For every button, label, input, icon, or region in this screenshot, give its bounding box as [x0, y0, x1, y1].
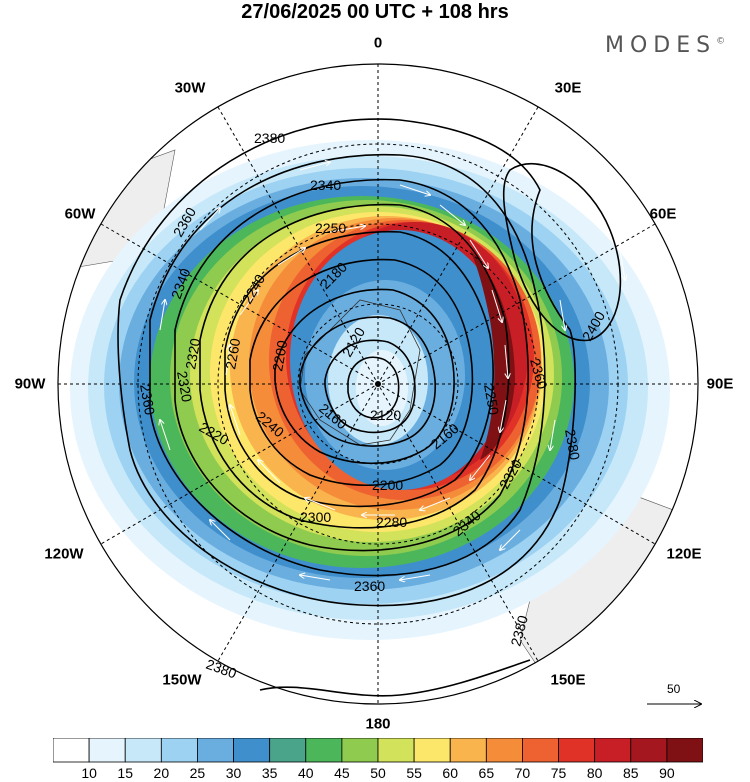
colorbar-swatch: [124, 738, 162, 763]
contour-label: 2200: [269, 339, 290, 373]
colorbar-label: 30: [225, 765, 242, 781]
colorbar-swatch: [53, 738, 90, 763]
colorbar-label: 25: [189, 765, 206, 781]
colorbar-swatch: [485, 738, 523, 763]
colorbar: [53, 738, 703, 763]
colorbar-swatch: [594, 738, 632, 763]
contour-label: 2250: [315, 220, 346, 236]
colorbar-swatch: [522, 738, 559, 763]
colorbar-swatch: [233, 738, 271, 763]
colorbar-label: 70: [514, 765, 531, 781]
lon-label-0: 0: [373, 34, 383, 52]
contour-label: 2340: [310, 177, 341, 193]
brand-logo: MODES©: [605, 33, 725, 58]
contour-label: 2360: [137, 383, 158, 417]
colorbar-swatch: [413, 738, 451, 763]
lon-label-180: 180: [365, 715, 391, 733]
lon-label-90w: 90W: [14, 375, 46, 393]
contour-label: 2280: [376, 514, 407, 530]
contour-label: 2320: [182, 337, 203, 371]
lon-label-60e: 60E: [649, 205, 677, 223]
wind-scale-arrow: [647, 680, 705, 710]
contour-label: 2260: [222, 337, 243, 371]
contour-label: 2300: [300, 509, 331, 525]
contour-label: 2120: [370, 407, 401, 423]
colorbar-swatch: [160, 738, 198, 763]
polar-map: 2380 2340 2360 2250 2240 2180 2120 2340 …: [57, 63, 699, 705]
colorbar-label: 35: [261, 765, 278, 781]
colorbar-swatch: [341, 738, 379, 763]
lon-label-60w: 60W: [64, 205, 96, 223]
lon-label-150e: 150E: [550, 671, 586, 689]
colorbar-swatch: [449, 738, 487, 763]
lon-label-120e: 120E: [666, 545, 702, 563]
south-pole-marker: [375, 381, 381, 387]
contour-label: 2380: [507, 613, 531, 647]
contour-label: 2200: [372, 477, 403, 493]
lon-label-90e: 90E: [706, 375, 734, 393]
colorbar-swatch: [377, 738, 415, 763]
colorbar-swatch: [305, 738, 343, 763]
colorbar-swatch: [88, 738, 126, 763]
height-contours: [117, 118, 622, 697]
colorbar-label: 10: [81, 765, 97, 781]
colorbar-swatch: [666, 738, 703, 763]
colorbar-label: 75: [550, 765, 567, 781]
lon-label-150w: 150W: [162, 671, 202, 689]
colorbar-label: 80: [586, 765, 603, 781]
brand-name: MODES: [605, 33, 717, 58]
colorbar-label: 15: [117, 765, 134, 781]
map-boundary: [57, 63, 699, 705]
colorbar-label: 45: [334, 765, 350, 781]
contour-label: 2250: [481, 383, 502, 417]
colorbar-swatch: [197, 738, 234, 763]
contour-label: 2320: [174, 370, 195, 404]
colorbar-label: 60: [442, 765, 459, 781]
contour-label: 2360: [527, 357, 551, 391]
colorbar-label: 65: [478, 765, 495, 781]
colorbar-swatch: [558, 738, 596, 763]
colorbar-label: 55: [406, 765, 422, 781]
contour-label: 2380: [254, 130, 285, 146]
colorbar-label: 50: [370, 765, 386, 781]
jet-core: [470, 250, 515, 460]
wind-scale-label: 50: [667, 682, 681, 696]
contour-label: 2360: [354, 578, 385, 594]
contour-label: 2380: [562, 428, 583, 462]
brand-mark: ©: [716, 36, 726, 47]
page-title: 27/06/2025 00 UTC + 108 hrs: [241, 1, 509, 23]
antarctica-coast: [299, 299, 421, 446]
colorbar-swatch: [630, 738, 668, 763]
colorbar-label: 20: [153, 765, 170, 781]
lon-label-30w: 30W: [174, 79, 206, 97]
colorbar-label: 40: [297, 765, 314, 781]
colorbar-label: 85: [622, 765, 639, 781]
wind-vectors: [160, 109, 625, 580]
colorbar-label: 90: [659, 765, 675, 781]
colorbar-swatch: [269, 738, 307, 763]
lon-label-30e: 30E: [554, 79, 582, 97]
lon-label-120w: 120W: [44, 545, 84, 563]
